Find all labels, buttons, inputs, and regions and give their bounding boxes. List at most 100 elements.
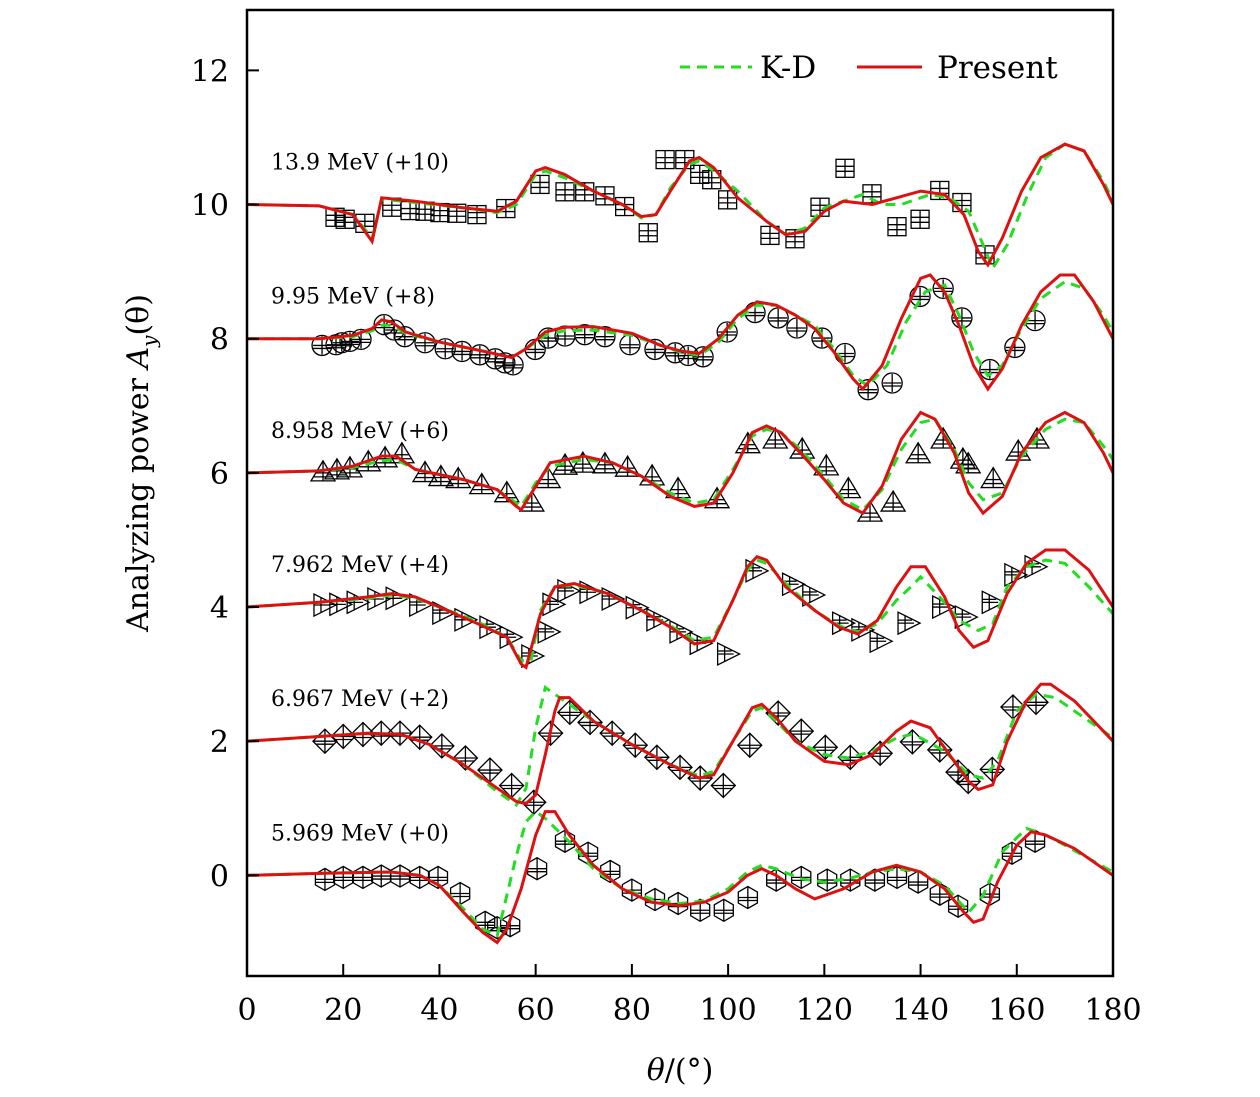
data-point xyxy=(594,326,616,348)
y-axis-text: Analyzing power xyxy=(121,369,156,633)
present-curve xyxy=(247,548,1113,670)
x-tick-label: 80 xyxy=(613,993,651,1028)
x-tick-label: 20 xyxy=(324,993,362,1028)
kd-curve xyxy=(247,684,1113,808)
data-point xyxy=(835,158,855,178)
data-point xyxy=(530,174,550,195)
series-label: 7.962 MeV (+4) xyxy=(271,553,449,578)
data-point xyxy=(434,338,456,360)
legend-present-label: Present xyxy=(937,50,1058,86)
x-axis-title: θ/(°) xyxy=(647,1053,714,1088)
data-point xyxy=(333,865,354,890)
data-point xyxy=(499,913,521,938)
data-point xyxy=(817,868,838,892)
series-labels: 13.9 MeV (+10) 9.95 MeV (+8) 8.958 MeV (+6… xyxy=(271,151,449,847)
data-point xyxy=(879,489,907,512)
data-point xyxy=(526,856,548,881)
data-point xyxy=(1024,309,1046,332)
x-tick-label: 0 xyxy=(237,993,256,1028)
data-point xyxy=(313,592,338,618)
present-curve xyxy=(247,142,1113,268)
x-tick-label: 140 xyxy=(892,993,949,1028)
plot-frame xyxy=(245,8,1115,978)
data-point xyxy=(537,619,562,644)
kd-curve xyxy=(247,558,1113,663)
data-point xyxy=(887,217,907,237)
data-point xyxy=(881,372,903,394)
data-point xyxy=(857,379,879,401)
x-axis-unit: /(°) xyxy=(665,1053,714,1088)
data-point xyxy=(644,338,666,361)
dataset-10 xyxy=(247,142,1113,272)
data-point xyxy=(638,223,658,243)
data-point xyxy=(591,451,619,474)
dataset-6 xyxy=(247,410,1113,522)
kd-curve xyxy=(247,280,1113,388)
data-points xyxy=(325,149,995,265)
data-point xyxy=(981,590,1006,615)
data-point xyxy=(835,476,862,499)
data-point xyxy=(812,734,839,761)
data-point xyxy=(710,772,737,799)
dataset-0 xyxy=(247,809,1113,945)
data-point xyxy=(869,629,894,654)
data-point xyxy=(760,225,780,246)
y-tick-label: 4 xyxy=(210,591,229,626)
data-point xyxy=(389,864,411,888)
data-point xyxy=(980,466,1007,489)
y-tick-label: 12 xyxy=(191,54,229,89)
data-point xyxy=(905,441,932,464)
x-tick-label: 120 xyxy=(796,993,853,1028)
series-label: 5.969 MeV (+0) xyxy=(271,821,449,846)
series-label: 9.95 MeV (+8) xyxy=(271,285,435,310)
dataset-4 xyxy=(247,548,1113,670)
data-point xyxy=(767,307,789,329)
y-axis-arg: (θ) xyxy=(121,294,156,335)
data-point xyxy=(802,582,827,608)
data-point xyxy=(897,611,922,636)
kd-curve xyxy=(247,142,1113,272)
y-tick-label: 10 xyxy=(191,189,229,224)
data-point xyxy=(346,590,371,615)
y-tick-label: 2 xyxy=(210,725,229,760)
y-tick-label: 6 xyxy=(210,457,229,492)
y-axis-symbol: A xyxy=(121,347,156,372)
data-point xyxy=(554,829,576,853)
series-label: 8.958 MeV (+6) xyxy=(271,419,449,444)
data-point xyxy=(655,149,675,170)
y-tick-label: 0 xyxy=(210,859,229,894)
present-curve xyxy=(247,682,1113,806)
data-point xyxy=(352,865,374,890)
present-curve xyxy=(247,410,1113,516)
data-point xyxy=(785,229,805,249)
x-tick-label: 60 xyxy=(517,993,555,1028)
data-point xyxy=(556,699,583,726)
x-tick-label: 100 xyxy=(699,993,756,1028)
series-label: 13.9 MeV (+10) xyxy=(271,151,449,176)
data-point xyxy=(619,334,641,356)
data-point xyxy=(664,342,686,364)
data-point xyxy=(371,864,392,888)
data-point xyxy=(555,182,575,202)
data-point xyxy=(886,865,908,890)
legend: K-D Present xyxy=(680,50,1058,86)
x-tick-label: 180 xyxy=(1084,993,1141,1028)
present-curve xyxy=(247,810,1113,945)
data-point xyxy=(716,641,742,667)
data-point xyxy=(717,190,738,210)
plot-inner xyxy=(247,142,1113,945)
dataset-8 xyxy=(247,273,1113,401)
dataset-2 xyxy=(247,682,1113,816)
y-tick-label: 8 xyxy=(210,323,229,358)
y-axis-subscript: y xyxy=(137,335,161,348)
kd-curve xyxy=(247,809,1113,938)
data-point xyxy=(909,285,931,308)
data-point xyxy=(451,340,473,363)
data-point xyxy=(788,718,815,745)
x-tick-label: 40 xyxy=(420,993,458,1028)
data-point xyxy=(910,209,930,229)
present-curve xyxy=(247,273,1113,392)
data-points xyxy=(314,829,1046,940)
data-point xyxy=(452,745,479,771)
